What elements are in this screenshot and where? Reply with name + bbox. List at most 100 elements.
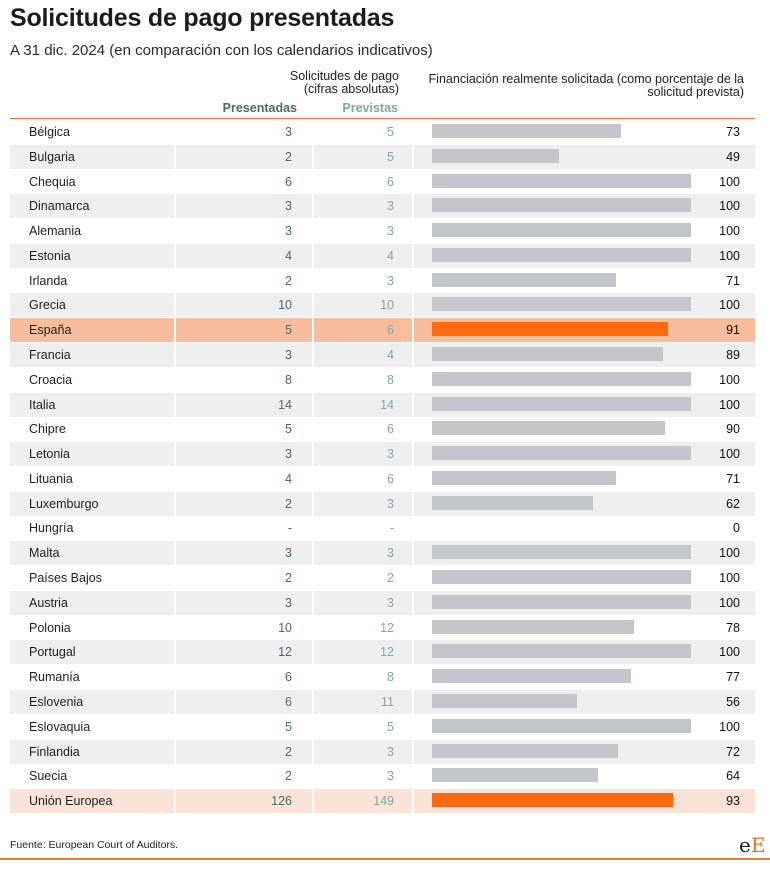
row-background-cell (176, 144, 312, 169)
table-row: Portugal 12 12 100 (10, 640, 755, 665)
planned-value: 5 (387, 719, 394, 734)
presented-value: - (287, 521, 292, 536)
table-row: Hungría - - 0 (10, 516, 755, 540)
percent-bar (432, 669, 632, 684)
row-background-cell (176, 491, 312, 516)
planned-value: 5 (387, 125, 394, 139)
row-background-cell (314, 640, 412, 665)
row-background-cell (314, 442, 412, 467)
percent-value: 64 (726, 769, 740, 784)
table-row: Italia 14 14 100 (10, 392, 755, 417)
percent-header: Financiación realmente solicitada (como … (420, 73, 744, 99)
row-background-cell (314, 491, 412, 516)
table-row: Países Bajos 2 2 100 (10, 566, 755, 590)
planned-value: 3 (387, 447, 394, 462)
row-background-cell (176, 343, 312, 368)
planned-value: 6 (387, 471, 394, 486)
country-label: Finlandia (29, 744, 80, 759)
percent-bar (432, 594, 691, 609)
presented-value: 10 (278, 620, 292, 635)
planned-value: 3 (387, 546, 394, 561)
table-row: Grecia 10 10 100 (10, 293, 755, 318)
row-background-cell (314, 392, 412, 417)
percent-bar (432, 421, 666, 436)
planned-value: 11 (381, 694, 394, 709)
country-label: Italia (29, 397, 56, 412)
percent-bar (432, 470, 616, 485)
country-label: Chequia (29, 174, 76, 189)
row-background-cell (176, 541, 312, 566)
row-background-cell (176, 789, 312, 814)
percent-bar (432, 124, 622, 138)
presented-value: 2 (285, 571, 292, 586)
country-label: Estonia (29, 248, 71, 263)
table-row: Malta 3 3 100 (10, 541, 755, 566)
country-label: Luxemburgo (29, 496, 99, 511)
planned-value: 149 (373, 794, 394, 809)
percent-value: 100 (719, 397, 740, 412)
percent-value: 100 (719, 571, 740, 586)
percent-header-line-2: solicitud prevista) (647, 85, 744, 99)
logo-letter-e: e (739, 833, 751, 857)
percent-bar (432, 495, 593, 510)
planned-value: 5 (387, 149, 394, 164)
row-background-cell (10, 739, 174, 764)
planned-value: 8 (387, 372, 394, 387)
row-background-cell (314, 689, 412, 714)
table-row: Rumanía 6 8 77 (10, 665, 755, 689)
percent-value: 78 (726, 620, 740, 635)
percent-value: 56 (726, 694, 740, 709)
row-background-cell (10, 392, 174, 417)
row-background-cell (314, 789, 412, 814)
row-background-cell (176, 590, 312, 615)
row-background-cell (176, 243, 312, 268)
country-label: Polonia (29, 620, 71, 635)
row-background-cell (10, 491, 174, 516)
planned-value: 2 (387, 571, 394, 586)
row-background-cell (10, 590, 174, 615)
table-row: Polonia 10 12 78 (10, 616, 755, 640)
row-background-cell (10, 293, 174, 318)
percent-value: 100 (719, 372, 740, 387)
planned-value: 12 (380, 645, 394, 660)
presented-value: 3 (285, 224, 292, 239)
row-background-cell (176, 442, 312, 467)
percent-value: 72 (726, 744, 740, 759)
row-background-cell (176, 640, 312, 665)
presented-value: 3 (285, 348, 292, 363)
planned-value: 6 (387, 422, 394, 437)
presented-value: 6 (285, 174, 292, 189)
row-background-cell (314, 343, 412, 368)
publisher-logo: eE (739, 833, 765, 857)
percent-value: 77 (726, 670, 740, 685)
percent-bar (432, 718, 691, 733)
planned-value: 3 (387, 273, 394, 288)
percent-value: 100 (719, 447, 740, 462)
presented-value: 4 (285, 248, 292, 263)
row-background-cell (10, 541, 174, 566)
presented-value: 126 (271, 794, 292, 809)
presented-value: 8 (285, 372, 292, 387)
row-background-cell (314, 590, 412, 615)
presented-value: 5 (285, 422, 292, 437)
chart-subtitle: A 31 dic. 2024 (en comparación con los c… (10, 42, 433, 59)
percent-bar (432, 644, 691, 659)
percent-bar (432, 272, 616, 287)
country-label: Bélgica (29, 125, 70, 139)
country-label: Letonia (29, 447, 71, 462)
percent-bar (432, 148, 559, 163)
country-label: Malta (29, 546, 60, 561)
country-label: Lituania (29, 471, 73, 486)
percent-bar (432, 247, 691, 262)
table-row: Bélgica 3 5 73 (10, 120, 755, 144)
table-row: Eslovenia 6 11 56 (10, 689, 755, 714)
presented-value: 5 (285, 323, 292, 338)
planned-value: 4 (387, 348, 394, 363)
percent-value: 73 (726, 125, 740, 139)
presented-value: 12 (278, 645, 292, 660)
footer-divider (0, 858, 770, 860)
table-row: Alemania 3 3 100 (10, 219, 755, 243)
presented-value: 4 (285, 471, 292, 486)
country-label: Eslovenia (29, 694, 84, 709)
percent-bar (432, 768, 598, 783)
